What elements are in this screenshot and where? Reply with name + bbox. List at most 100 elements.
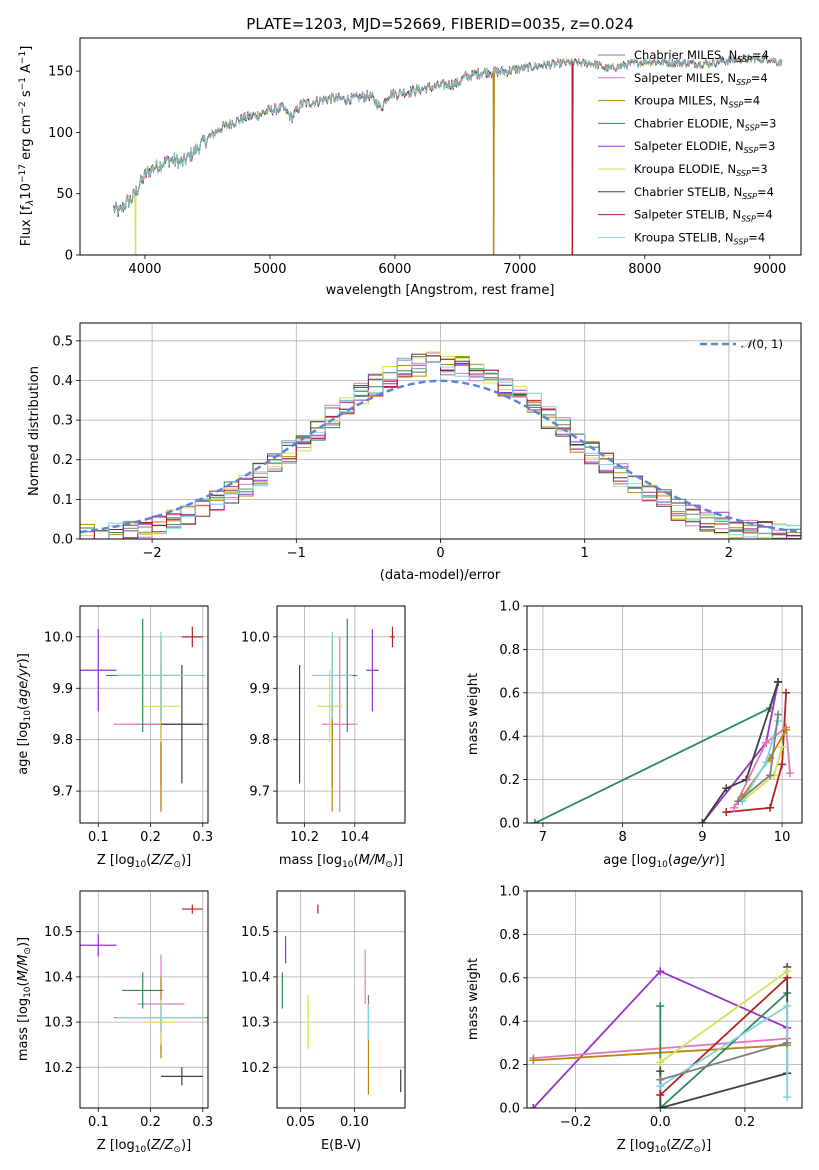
legend-label-kroupa-miles: Kroupa MILES, NSSP=4	[634, 94, 760, 110]
weight-vs-age-plot-area	[530, 677, 795, 823]
legend-label-salpeter-stelib: Salpeter STELIB, NSSP=4	[634, 208, 773, 224]
y-tick-label: 10.5	[44, 925, 73, 940]
y-tick-label: 0.1	[52, 493, 73, 508]
x-tick-label: 0.2	[735, 1115, 756, 1130]
weights-chabrier-elodie	[530, 677, 783, 823]
errorbar-chabrier-stelib	[160, 665, 203, 784]
spectrum-line-kroupa-stelib	[113, 54, 783, 215]
y-tick-label: 9.9	[52, 682, 73, 697]
x-tick-label: 0	[436, 546, 444, 561]
y-tick-label: 10.2	[44, 1061, 73, 1076]
weight-marker	[766, 771, 775, 780]
legend-label-kroupa-elodie: Kroupa ELODIE, NSSP=3	[634, 162, 768, 178]
y-tick-label: 0.0	[499, 1102, 520, 1117]
weights-salpeter-stelib	[656, 973, 792, 1099]
x-tick-label: −2	[143, 546, 162, 561]
weight-marker	[783, 1038, 792, 1047]
mass-vs-metallicity-frame	[79, 890, 209, 1109]
weight-marker	[529, 1056, 538, 1065]
legend-label-kroupa-stelib: Kroupa STELIB, NSSP=4	[634, 230, 765, 246]
y-tick-label: 150	[48, 65, 73, 80]
weight-vs-age-xlabel: age [log10(age/yr)]	[603, 853, 725, 870]
errorbar-salpeter-miles	[322, 636, 358, 812]
residuals-plot-area	[80, 351, 801, 539]
x-tick-label: −1	[287, 546, 306, 561]
errorbar-kroupa-elodie	[317, 670, 343, 743]
y-tick-label: 10.2	[241, 1061, 270, 1076]
mass-vs-extinction-ticks: 0.05 0.10 10.2 10.3 10.4 10.5	[241, 925, 369, 1130]
x-tick-label: 0.2	[140, 1115, 161, 1130]
residuals-ylabel: Normed distribution	[27, 366, 42, 496]
weight-marker	[766, 803, 775, 812]
weight-vs-metallicity-ticks: −0.2 0.0 0.2 0.0 0.2 0.4 0.6 0.8 1.0	[499, 885, 755, 1131]
weight-marker	[762, 758, 771, 767]
weight-marker	[530, 819, 539, 823]
spectrum-panel: 4000 5000 6000 7000 8000 9000 0 50 100 150 wavele…	[18, 37, 802, 298]
x-tick-label: −0.2	[560, 1115, 592, 1130]
y-tick-label: 1.0	[499, 885, 520, 900]
y-tick-label: 0.8	[499, 643, 520, 658]
weight-marker	[656, 1058, 665, 1067]
age-vs-mass-xlabel: mass [log10(M/M⊙)]	[279, 853, 403, 870]
histogram-chabrier-miles	[80, 355, 801, 539]
weights-kroupa-stelib	[656, 1002, 792, 1102]
errorbar-chabrier-stelib	[160, 1067, 203, 1086]
age-vs-mass-grid	[277, 606, 405, 823]
weight-marker	[656, 967, 665, 976]
y-tick-label: 0.2	[499, 1058, 520, 1073]
y-tick-label: 10.0	[241, 630, 270, 645]
mass-vs-extinction-panel: 0.05 0.10 10.2 10.3 10.4 10.5 E(B-V)	[241, 890, 406, 1153]
weight-vs-age-grid	[527, 605, 802, 824]
x-tick-label: 7	[539, 830, 547, 845]
age-vs-mass-panel: 10.2 10.4 9.7 9.8 9.9 10.0 mass [log10(M/M⊙)]	[241, 605, 406, 870]
histogram-salpeter-stelib	[80, 358, 801, 539]
x-tick-label: 9	[698, 830, 706, 845]
weight-marker	[783, 1002, 792, 1011]
histogram-kroupa-stelib	[80, 359, 801, 539]
weight-marker	[656, 1090, 665, 1099]
x-tick-label: 1	[581, 546, 589, 561]
y-tick-label: 1.0	[499, 600, 520, 615]
legend-label-chabrier-elodie: Chabrier ELODIE, NSSP=3	[634, 116, 776, 132]
weight-vs-age-frame	[526, 605, 803, 824]
x-tick-label: 0.10	[340, 1115, 369, 1130]
errorbar-chabrier-elodie	[121, 972, 164, 1009]
y-tick-label: 0.2	[499, 773, 520, 788]
y-tick-label: 0.4	[499, 730, 520, 745]
weights-chabrier-miles	[656, 1038, 792, 1084]
mass-vs-metallicity-plot-area	[80, 904, 208, 1086]
y-tick-label: 0.0	[52, 533, 73, 548]
x-tick-label: 4000	[128, 262, 161, 277]
spectrum-ticks: 4000 5000 6000 7000 8000 9000 0 50 100 150	[48, 65, 786, 277]
weight-marker	[774, 677, 783, 686]
weight-marker	[762, 738, 771, 747]
legend-label-salpeter-elodie: Salpeter ELODIE, NSSP=3	[634, 139, 775, 155]
residuals-xlabel: (data-model)/error	[380, 568, 501, 583]
errorbar-salpeter-elodie	[80, 933, 117, 957]
age-vs-mass-plot-area	[298, 618, 395, 812]
weight-marker	[782, 725, 791, 734]
y-tick-label: 10.3	[241, 1016, 270, 1031]
age-vs-metallicity-ticks: 0.1 0.2 0.3 9.7 9.8 9.9 10.0	[44, 630, 213, 845]
y-tick-label: 0.6	[499, 686, 520, 701]
y-tick-label: 9.8	[249, 733, 270, 748]
mass-vs-metallicity-panel: 0.1 0.2 0.3 10.2 10.3 10.4 10.5 Z [log10(Z/Z⊙)…	[16, 890, 213, 1155]
errorbar-salpeter-elodie	[80, 629, 117, 712]
normal-curve-legend-label: 𝒩(0, 1)	[741, 337, 783, 351]
y-tick-label: 0.0	[499, 817, 520, 832]
x-tick-label: 10.2	[290, 830, 319, 845]
mass-vs-metallicity-xlabel: Z [log10(Z/Z⊙)]	[97, 1138, 191, 1155]
y-tick-label: 10.4	[44, 970, 73, 985]
y-tick-label: 10.5	[241, 925, 270, 940]
mass-vs-extinction-plot-area	[281, 904, 402, 1095]
errorbar-salpeter-stelib	[389, 626, 395, 648]
x-tick-label: 0.1	[88, 830, 109, 845]
normal-curve	[80, 379, 801, 534]
weights-kroupa-elodie	[656, 967, 792, 1067]
mass-vs-extinction-xlabel: E(B-V)	[321, 1138, 361, 1153]
y-tick-label: 10.0	[44, 630, 73, 645]
x-tick-label: 7000	[503, 262, 536, 277]
weight-marker	[722, 784, 731, 793]
weight-marker	[782, 688, 791, 697]
figure-title: PLATE=1203, MJD=52669, FIBERID=0035, z=0…	[246, 15, 633, 33]
